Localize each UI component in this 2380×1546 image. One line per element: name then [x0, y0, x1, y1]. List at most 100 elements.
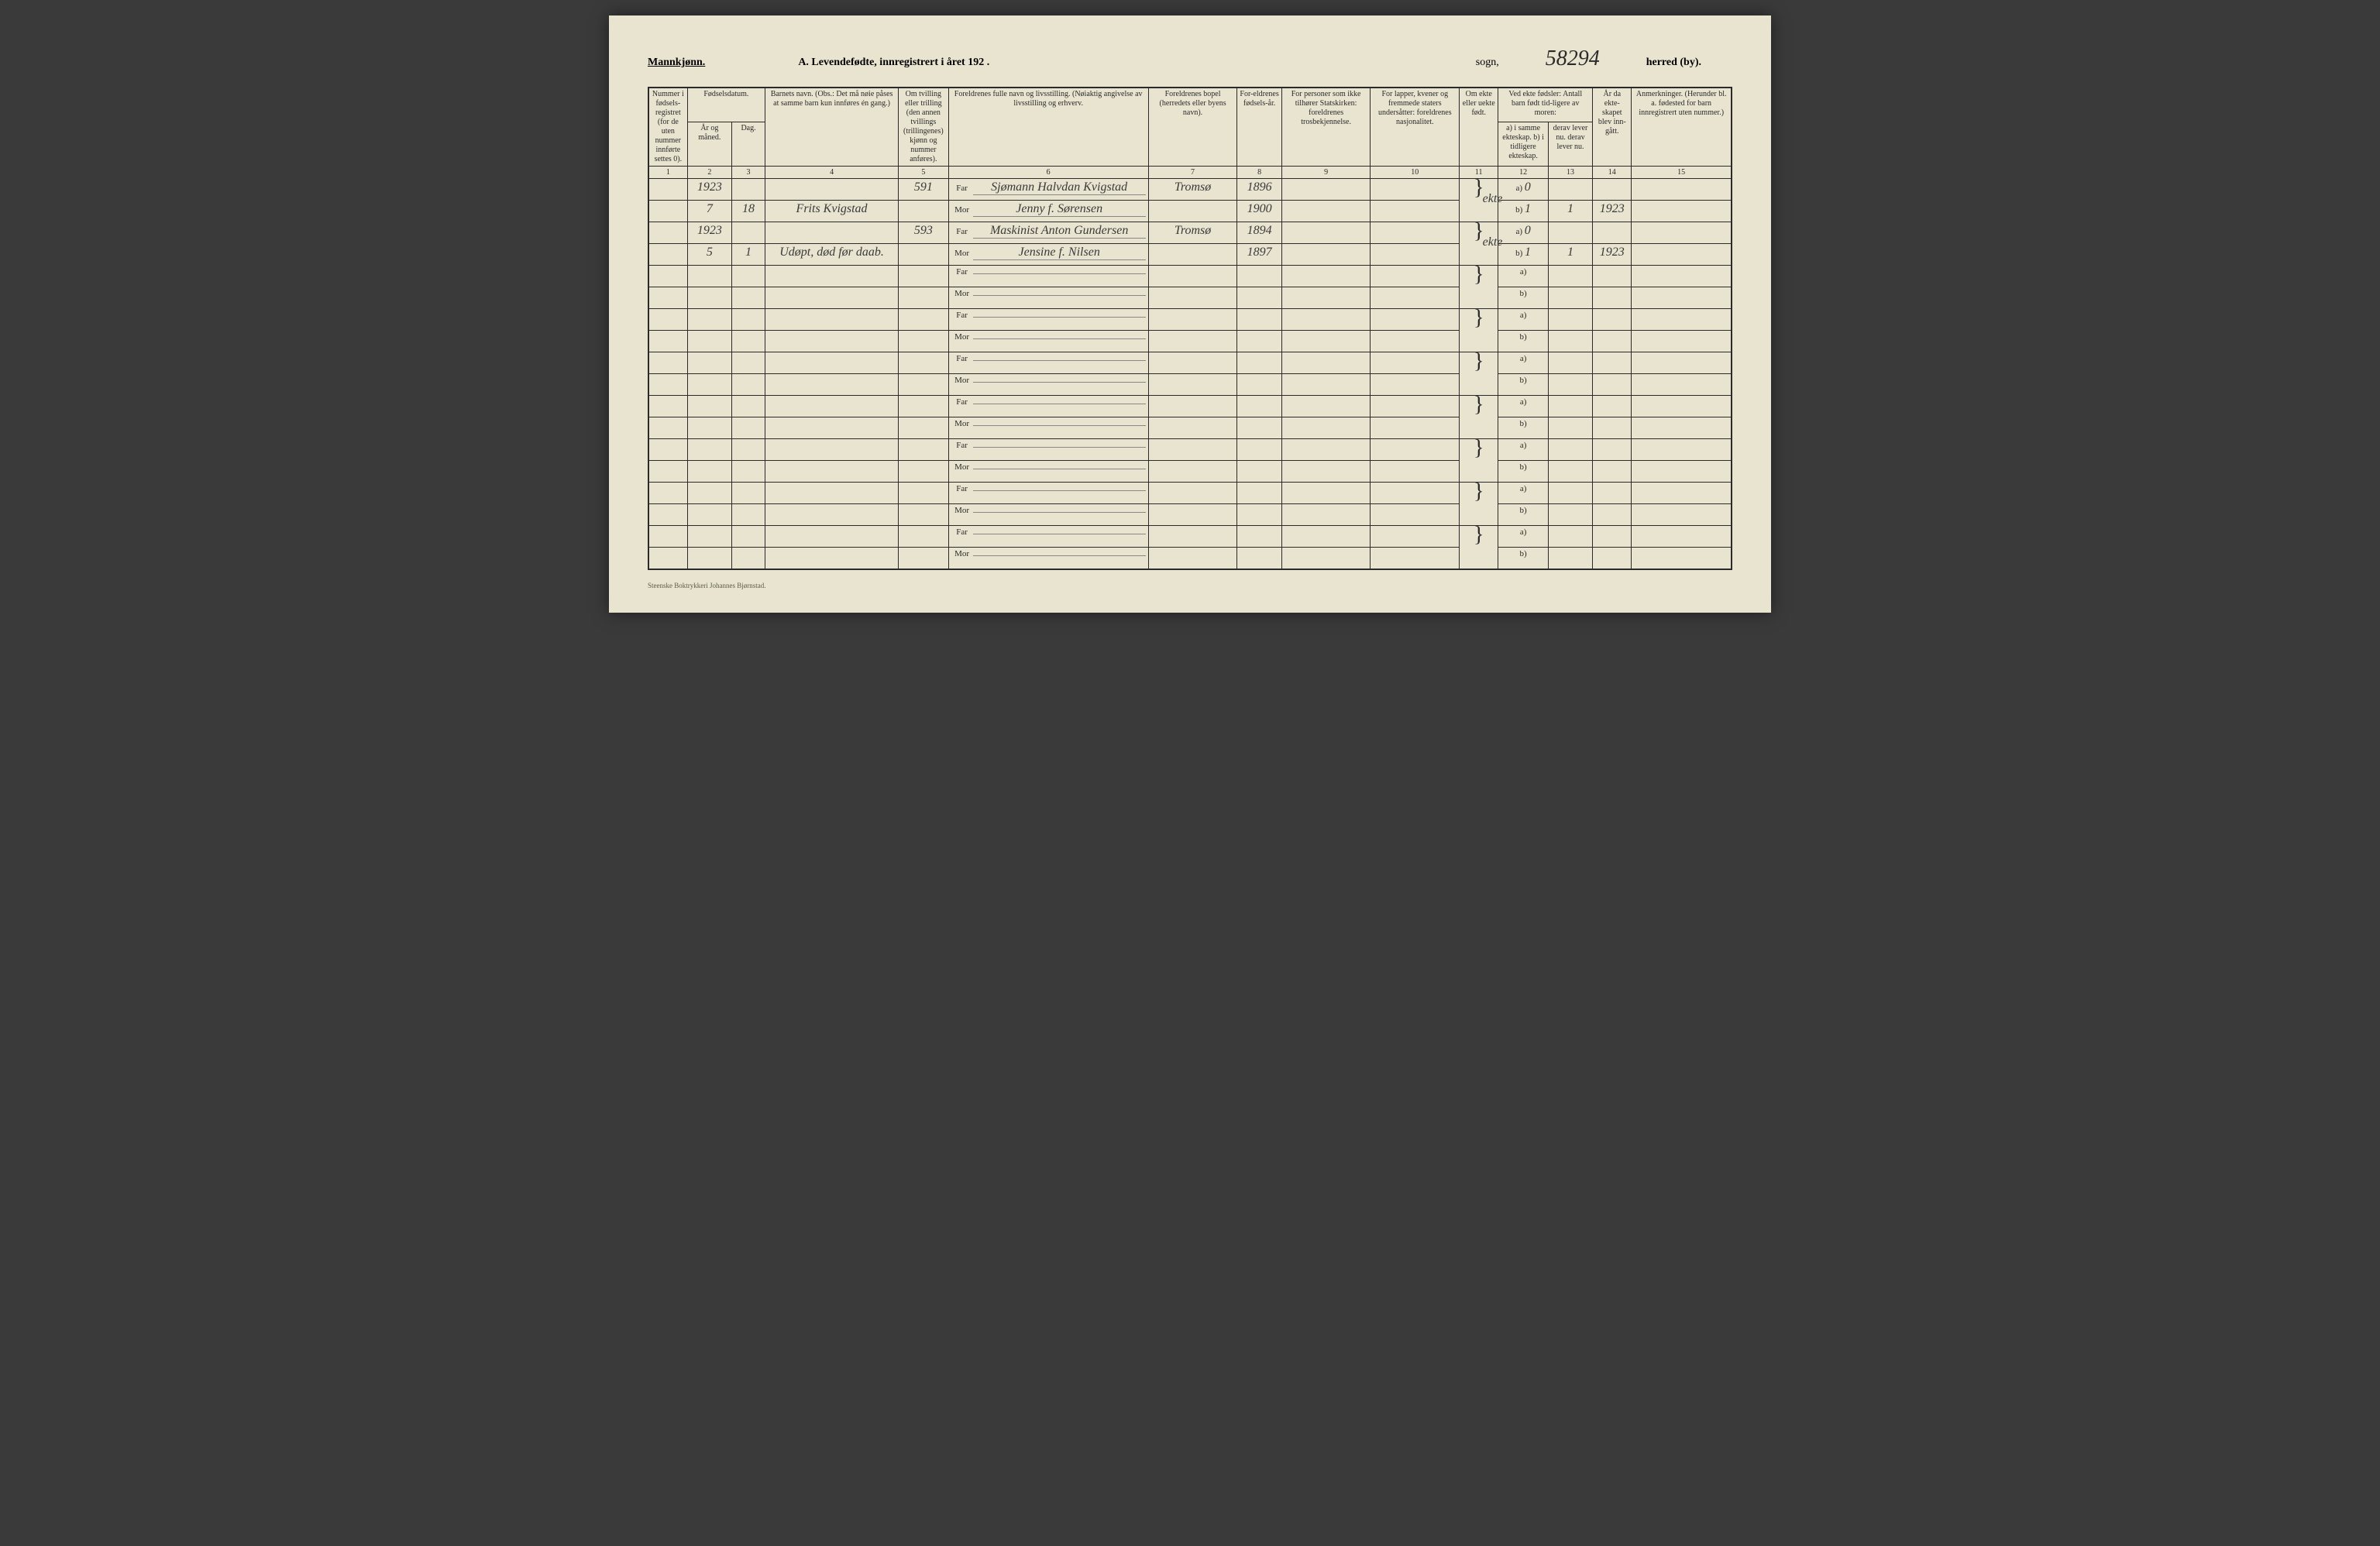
col-num: 7 — [1148, 167, 1237, 179]
cell-bopel: Tromsø — [1148, 179, 1237, 201]
table-body: 1923 591FarSjømann Halvdan KvigstadTromsø… — [648, 179, 1732, 569]
cell-day — [732, 179, 765, 201]
cell-bopel — [1148, 201, 1237, 222]
sogn-label: sogn, — [1476, 57, 1499, 69]
cell-mor: Mor — [948, 548, 1148, 569]
cell-lever-b: 1 — [1548, 244, 1592, 266]
cell-num — [648, 244, 687, 266]
cell-far-year: 1894 — [1237, 222, 1281, 244]
cell-a: a) 0 — [1498, 222, 1549, 244]
cell-mor: MorJensine f. Nilsen — [948, 244, 1148, 266]
empty-row-mor: Morb) — [648, 417, 1732, 439]
cell-mor: Mor — [948, 504, 1148, 526]
col-header-13: derav lever nu. derav lever nu. — [1548, 122, 1592, 167]
col-header-7: Foreldrenes bopel (herredets eller byens… — [1148, 88, 1237, 167]
cell-mor: Mor — [948, 331, 1148, 352]
cell-far: Far — [948, 439, 1148, 461]
cell-child — [765, 222, 899, 244]
cell-b: b) 1 — [1498, 244, 1549, 266]
cell-religion — [1281, 222, 1371, 244]
empty-row-far: Far}a) — [648, 526, 1732, 548]
cell-a: a) — [1498, 352, 1549, 374]
cell-seq — [899, 244, 949, 266]
empty-row-far: Far}a) — [648, 483, 1732, 504]
entry-row-far: 1923593FarMaskinist Anton GundersenTroms… — [648, 222, 1732, 244]
cell-ekte: } — [1460, 396, 1498, 439]
col-header-10: For lapper, kvener og fremmede staters u… — [1371, 88, 1460, 167]
cell-ekte: } — [1460, 266, 1498, 309]
cell-seq: 591 — [899, 179, 949, 201]
cell-day: 1 — [732, 244, 765, 266]
cell-b: b) — [1498, 548, 1549, 569]
col-num: 8 — [1237, 167, 1281, 179]
column-number-row: 1 2 3 4 5 6 7 8 9 10 11 12 13 14 15 — [648, 167, 1732, 179]
cell-ekte: } — [1460, 483, 1498, 526]
cell-remarks — [1632, 201, 1732, 222]
col-header-4: Barnets navn. (Obs.: Det må nøie påses a… — [765, 88, 899, 167]
empty-row-mor: Mor b) — [648, 504, 1732, 526]
page-title: A. Levendefødte, innregistrert i året 19… — [798, 57, 989, 69]
entry-row-mor: 51Udøpt, død før daab.MorJensine f. Nils… — [648, 244, 1732, 266]
cell-mor: Mor — [948, 461, 1148, 483]
empty-row-far: Far}a) — [648, 266, 1732, 287]
cell-far: Far — [948, 483, 1148, 504]
page-number-handwritten: 58294 — [1546, 46, 1600, 71]
cell-marriage — [1593, 179, 1632, 201]
col-num: 14 — [1593, 167, 1632, 179]
cell-nationality — [1371, 201, 1460, 222]
cell-lever-b: 1 — [1548, 201, 1592, 222]
col-num: 5 — [899, 167, 949, 179]
col-header-9: For personer som ikke tilhører Statskirk… — [1281, 88, 1371, 167]
cell-a: a) — [1498, 439, 1549, 461]
cell-num — [648, 222, 687, 244]
col-num: 4 — [765, 167, 899, 179]
cell-child — [765, 179, 899, 201]
cell-b: b) — [1498, 417, 1549, 439]
cell-ekte: } — [1460, 309, 1498, 352]
cell-far: Far — [948, 352, 1148, 374]
cell-far: Far — [948, 309, 1148, 331]
entry-row-mor: 718Frits KvigstadMorJenny f. Sørensen190… — [648, 201, 1732, 222]
cell-marriage — [1593, 222, 1632, 244]
cell-religion — [1281, 244, 1371, 266]
cell-far: FarSjømann Halvdan Kvigstad — [948, 179, 1148, 201]
page-header: Mannkjønn. A. Levendefødte, innregistrer… — [648, 46, 1732, 71]
col-num: 12 — [1498, 167, 1549, 179]
cell-b: b) — [1498, 504, 1549, 526]
empty-row-mor: Morb) — [648, 461, 1732, 483]
cell-year2: 5 — [687, 244, 731, 266]
cell-far-year: 1896 — [1237, 179, 1281, 201]
cell-b: b) — [1498, 374, 1549, 396]
col-num: 2 — [687, 167, 731, 179]
cell-a: a) — [1498, 483, 1549, 504]
gender-label: Mannkjønn. — [648, 57, 705, 69]
col-header-2: År og måned. — [687, 122, 731, 167]
cell-year: 1923 — [687, 222, 731, 244]
col-header-1: Nummer i fødsels-registret (for de uten … — [648, 88, 687, 167]
empty-row-far: Far}a) — [648, 439, 1732, 461]
col-num: 13 — [1548, 167, 1592, 179]
cell-ekte: } — [1460, 526, 1498, 569]
cell-a: a) — [1498, 309, 1549, 331]
cell-child: Udøpt, død før daab. — [765, 244, 899, 266]
cell-mor-year: 1900 — [1237, 201, 1281, 222]
cell-a: a) — [1498, 526, 1549, 548]
cell-year2: 7 — [687, 201, 731, 222]
col-header-5: Om tvilling eller trilling (den annen tv… — [899, 88, 949, 167]
cell-b: b) 1 — [1498, 201, 1549, 222]
cell-ekte: }ekte — [1460, 222, 1498, 266]
col-header-6: Foreldrenes fulle navn og livsstilling. … — [948, 88, 1148, 167]
empty-row-mor: Morb) — [648, 287, 1732, 309]
cell-lever-a — [1548, 179, 1592, 201]
col-header-15: Anmerkninger. (Herunder bl. a. fødested … — [1632, 88, 1732, 167]
cell-mor: Mor — [948, 287, 1148, 309]
cell-ekte: } — [1460, 439, 1498, 483]
cell-religion — [1281, 201, 1371, 222]
cell-far: Far — [948, 396, 1148, 417]
col-header-14: År da ekte-skapet blev inn-gått. — [1593, 88, 1632, 167]
cell-a: a) — [1498, 266, 1549, 287]
col-header-2-group: Fødselsdatum. — [687, 88, 765, 122]
cell-mor-year: 1897 — [1237, 244, 1281, 266]
cell-remarks — [1632, 244, 1732, 266]
cell-mor: MorJenny f. Sørensen — [948, 201, 1148, 222]
